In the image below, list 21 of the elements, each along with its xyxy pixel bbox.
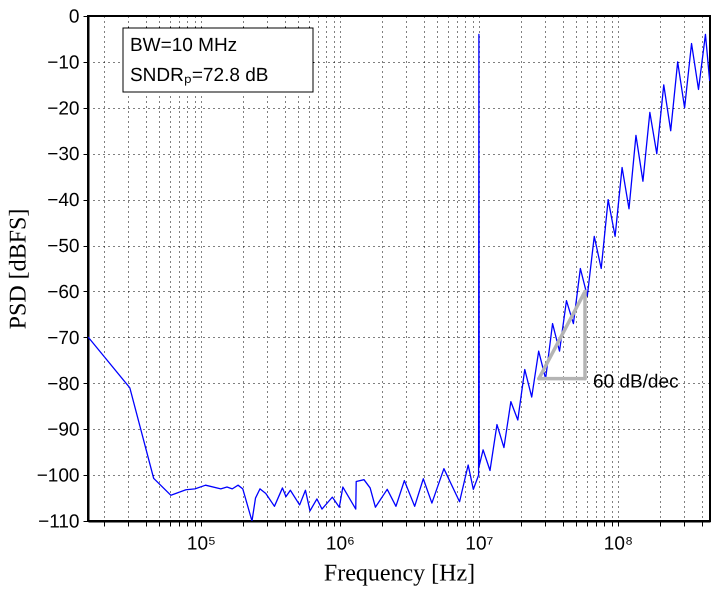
annotation: BW=10 MHz (130, 35, 238, 56)
y-tick-label: −20 (47, 98, 80, 120)
annotation: SNDRₚ=72.8 dB (130, 65, 268, 86)
y-axis-title: PSD [dBFS] (6, 208, 32, 330)
y-tick-label: −60 (47, 282, 80, 303)
x-tick-label: 10⁸ (604, 534, 633, 554)
y-tick-label: −110 (38, 512, 80, 532)
y-tick-label: −70 (47, 328, 80, 349)
x-axis-title: Frequency [Hz] (324, 560, 476, 586)
annotation: 60 dB/dec (593, 372, 679, 393)
y-tick-label: 0 (68, 6, 80, 28)
y-tick-label: −90 (47, 420, 80, 441)
y-tick-label: −100 (36, 466, 80, 487)
y-tick-label: −10 (47, 52, 80, 74)
x-tick-label: 10⁵ (186, 534, 216, 554)
y-tick-label: −40 (47, 190, 80, 212)
y-tick-label: −80 (47, 374, 80, 395)
y-tick-label: −30 (47, 144, 80, 166)
x-tick-label: 10⁷ (465, 534, 494, 554)
x-tick-label: 10⁶ (326, 534, 355, 554)
y-tick-label: −50 (47, 236, 80, 258)
